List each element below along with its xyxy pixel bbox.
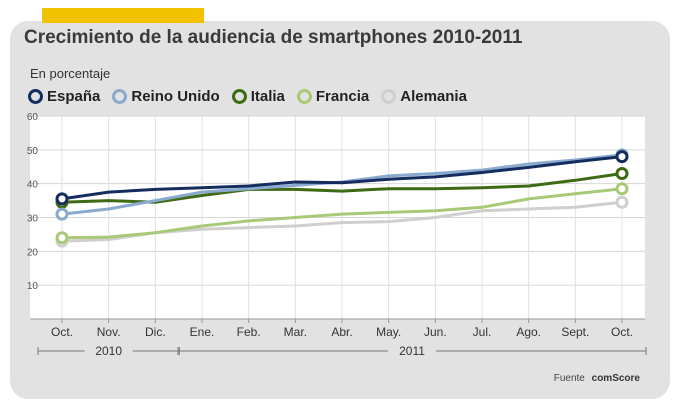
legend: España Reino Unido Italia Francia Aleman… <box>28 88 473 105</box>
x-tick-label: Mar. <box>284 325 307 339</box>
y-tick-label: 40 <box>27 180 39 191</box>
x-tick-label: Sept. <box>561 325 589 339</box>
legend-label: Italia <box>250 88 285 105</box>
x-tick-label: May. <box>376 325 401 339</box>
x-tick-label: Ene. <box>190 325 215 339</box>
x-tick-label: Oct. <box>51 325 73 339</box>
x-tick-label: Abr. <box>331 325 352 339</box>
legend-marker-icon <box>28 89 43 104</box>
series-point-marker <box>615 182 629 196</box>
legend-marker-icon <box>231 89 247 104</box>
x-tick-label: Dic. <box>145 325 166 339</box>
legend-item-reino-unido: Reino Unido <box>112 88 220 105</box>
legend-label: Francia <box>315 88 370 105</box>
legend-label: Reino Unido <box>131 88 220 105</box>
legend-item-espana: España <box>28 88 100 105</box>
x-tick-label: Jun. <box>424 325 447 339</box>
chart-subtitle: En porcentaje <box>30 66 111 81</box>
legend-marker-icon <box>381 89 397 104</box>
x-tick-label: Jul. <box>473 325 492 339</box>
legend-item-francia: Francia <box>296 88 370 105</box>
source-note: Fuente comScore <box>554 373 640 384</box>
year-label: 2010 <box>95 344 122 358</box>
legend-label: Alemania <box>400 88 467 105</box>
series-line-españa <box>61 155 623 201</box>
chart-title: Crecimiento de la audiencia de smartphon… <box>24 27 523 48</box>
accent-bar <box>42 8 204 23</box>
y-tick-label: 60 <box>27 112 39 123</box>
legend-item-alemania: Alemania <box>381 88 467 105</box>
x-tick-label: Ago. <box>516 325 541 339</box>
source-name: comScore <box>591 373 640 384</box>
series-point-marker <box>615 195 629 209</box>
x-tick-label: Feb. <box>237 325 261 339</box>
y-tick-label: 30 <box>27 214 39 225</box>
year-label: 2011 <box>399 344 425 358</box>
series-line-francia <box>61 187 623 240</box>
x-tick-label: Oct. <box>611 325 633 339</box>
series-line-italia <box>61 172 623 204</box>
y-tick-label: 20 <box>27 247 39 258</box>
y-tick-label: 10 <box>27 281 39 292</box>
series-point-marker <box>615 150 629 164</box>
series-point-marker <box>55 231 69 245</box>
series-point-marker <box>615 167 629 181</box>
legend-item-italia: Italia <box>231 88 285 105</box>
series-point-marker <box>55 192 69 206</box>
series-point-marker <box>55 207 69 221</box>
legend-label: España <box>47 88 101 105</box>
x-tick-label: Nov. <box>97 325 121 339</box>
legend-marker-icon <box>296 89 312 104</box>
legend-marker-icon <box>112 89 128 104</box>
source-label: Fuente <box>553 373 585 384</box>
y-tick-label: 50 <box>27 146 39 157</box>
